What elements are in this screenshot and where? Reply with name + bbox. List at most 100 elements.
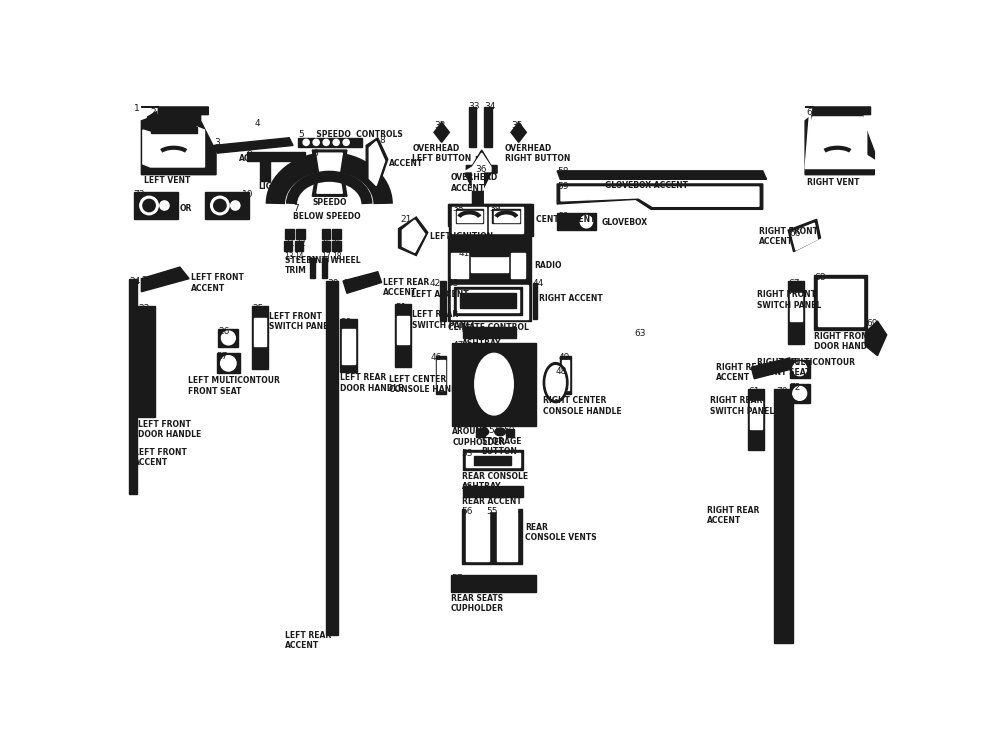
Text: 36: 36 [476, 166, 487, 175]
Bar [326, 281, 338, 635]
Bar [494, 211, 519, 222]
Text: OR: OR [180, 204, 192, 213]
Polygon shape [557, 184, 763, 209]
Text: 31: 31 [395, 302, 407, 311]
Bar [285, 229, 294, 238]
Text: 8: 8 [379, 136, 385, 146]
Text: 42: 42 [429, 280, 441, 289]
Text: 71: 71 [790, 358, 801, 367]
Bar [138, 305, 155, 417]
Bar [437, 359, 445, 390]
Text: 62: 62 [751, 366, 763, 375]
Ellipse shape [495, 428, 506, 436]
Ellipse shape [478, 428, 489, 436]
Bar [463, 327, 516, 338]
Text: 51: 51 [488, 426, 499, 435]
Polygon shape [317, 153, 342, 194]
Bar [790, 293, 802, 321]
Bar [476, 156, 485, 164]
Text: STEERING WHEEL
TRIM: STEERING WHEEL TRIM [285, 256, 361, 275]
Text: 35: 35 [511, 121, 522, 130]
Text: 32: 32 [434, 121, 445, 130]
Bar [252, 305, 268, 369]
Bar [466, 512, 489, 561]
Text: 52: 52 [474, 426, 485, 435]
Circle shape [160, 201, 169, 210]
Bar [463, 486, 523, 496]
Text: 61: 61 [748, 387, 760, 396]
Text: LEFT FRONT
DOOR HANDLE: LEFT FRONT DOOR HANDLE [138, 419, 202, 439]
Polygon shape [402, 220, 425, 253]
Bar [511, 254, 525, 278]
Text: 56: 56 [462, 507, 473, 516]
Bar [129, 279, 137, 494]
Polygon shape [791, 224, 817, 251]
Text: 28: 28 [343, 280, 354, 289]
Bar [395, 304, 411, 368]
Text: 39: 39 [489, 204, 501, 213]
Text: 5: 5 [298, 130, 304, 139]
Polygon shape [751, 358, 793, 379]
Bar [454, 287, 522, 315]
Text: 11: 11 [285, 239, 295, 248]
Bar [296, 229, 305, 238]
Circle shape [793, 386, 807, 400]
Text: 20: 20 [321, 256, 330, 265]
Text: 34: 34 [484, 102, 495, 111]
Bar [254, 318, 266, 346]
Polygon shape [811, 117, 867, 167]
Polygon shape [788, 219, 820, 252]
Text: 1: 1 [134, 104, 139, 112]
Bar [460, 292, 516, 308]
Text: SPEEDO  CONTROLS: SPEEDO CONTROLS [298, 130, 403, 139]
Polygon shape [247, 152, 305, 181]
Text: BELOW SPEEDO: BELOW SPEEDO [293, 211, 361, 220]
Text: CENTER VENT: CENTER VENT [536, 214, 595, 223]
Text: 22: 22 [141, 276, 153, 285]
Circle shape [333, 140, 339, 146]
Bar [562, 359, 569, 390]
Bar [218, 328, 238, 347]
Bar [448, 236, 531, 250]
Text: 7: 7 [293, 204, 299, 213]
Bar [449, 204, 533, 236]
Text: 73: 73 [134, 190, 145, 199]
Text: 38: 38 [452, 204, 464, 213]
Text: 69: 69 [867, 320, 878, 328]
Text: RIGHT VENT: RIGHT VENT [807, 178, 859, 187]
Bar [342, 328, 355, 364]
Text: 54: 54 [462, 484, 473, 494]
Polygon shape [865, 321, 887, 356]
Text: 18: 18 [332, 252, 342, 261]
Text: 12: 12 [296, 239, 306, 248]
Text: 47: 47 [452, 341, 464, 350]
Text: 70: 70 [776, 387, 787, 396]
Text: LEFT MULTICONTOUR
FRONT SEAT: LEFT MULTICONTOUR FRONT SEAT [188, 376, 279, 396]
Text: 48: 48 [556, 368, 567, 376]
Text: OVERHEAD
RIGHT BUTTON: OVERHEAD RIGHT BUTTON [505, 144, 570, 164]
Text: 44: 44 [533, 280, 544, 289]
Bar [750, 401, 762, 429]
Text: 45: 45 [462, 326, 473, 334]
Text: LEFT REAR
SWITCH PANEL: LEFT REAR SWITCH PANEL [412, 310, 477, 329]
Polygon shape [511, 122, 526, 142]
Text: RIGHT FRONT
SWITCH PANEL: RIGHT FRONT SWITCH PANEL [757, 290, 822, 310]
Text: RIGHT FRONT
ACCENT: RIGHT FRONT ACCENT [759, 227, 818, 247]
Text: RADIO: RADIO [534, 261, 562, 270]
Text: 3: 3 [215, 138, 220, 147]
Ellipse shape [543, 362, 568, 403]
Text: 30: 30 [328, 280, 339, 289]
Text: GLOVEBOX: GLOVEBOX [602, 217, 648, 226]
Bar [560, 356, 571, 395]
Bar [557, 213, 596, 230]
Text: LEFT IGNITION: LEFT IGNITION [430, 232, 493, 242]
Bar [436, 356, 446, 395]
Circle shape [303, 140, 309, 146]
Text: CLIMATE CONTROL: CLIMATE CONTROL [448, 322, 529, 332]
Bar [457, 211, 482, 222]
Text: 60: 60 [557, 211, 569, 220]
Polygon shape [465, 153, 491, 190]
Polygon shape [805, 107, 874, 175]
Circle shape [580, 215, 593, 228]
Bar [533, 283, 537, 320]
